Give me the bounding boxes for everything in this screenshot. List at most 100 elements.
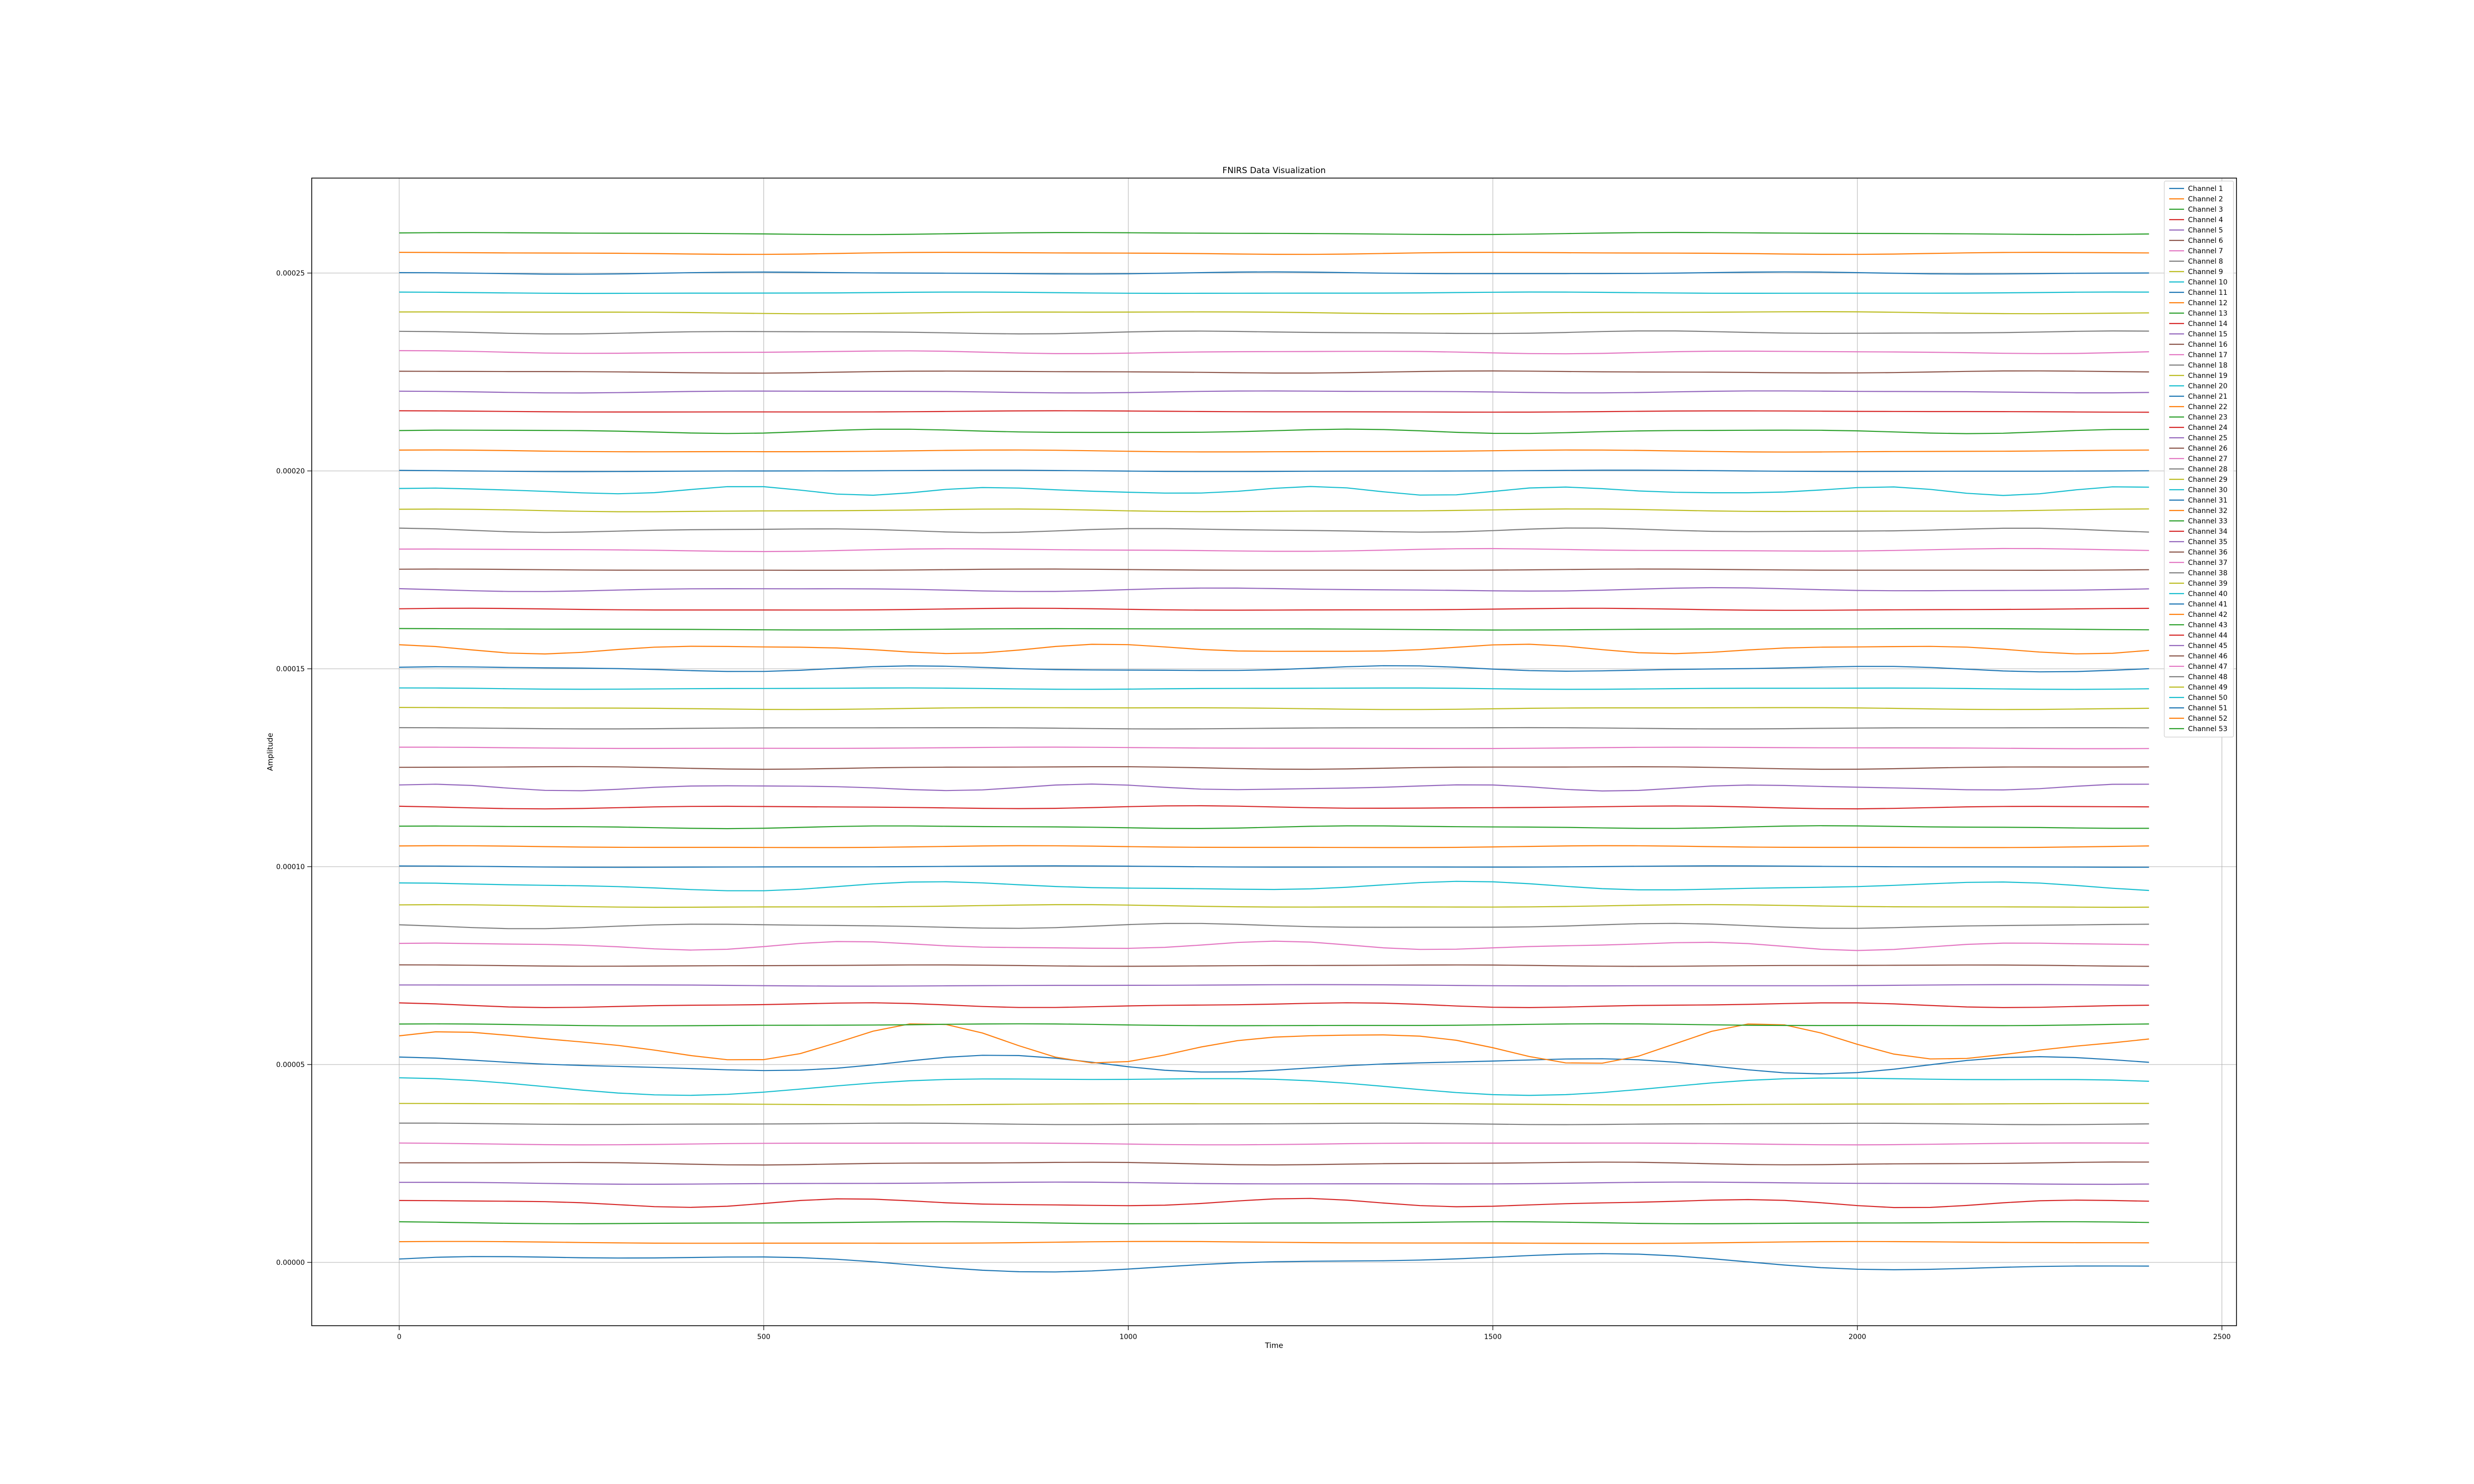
legend-label: Channel 30 bbox=[2188, 486, 2228, 494]
legend-item-channel-33: Channel 33 bbox=[2169, 517, 2228, 525]
legend-item-channel-18: Channel 18 bbox=[2169, 362, 2228, 370]
series-line-channel-41 bbox=[399, 469, 2149, 472]
legend-label: Channel 18 bbox=[2188, 362, 2228, 370]
series-line-channel-3 bbox=[399, 1221, 2149, 1224]
legend-item-channel-29: Channel 29 bbox=[2169, 476, 2228, 484]
legend-item-channel-9: Channel 9 bbox=[2169, 268, 2223, 276]
legend-label: Channel 9 bbox=[2188, 268, 2223, 276]
legend-label: Channel 32 bbox=[2188, 507, 2228, 515]
x-tick-label: 500 bbox=[757, 1333, 770, 1341]
legend-label: Channel 36 bbox=[2188, 549, 2228, 556]
series-line-channel-39 bbox=[399, 508, 2149, 512]
x-axis-label: Time bbox=[1265, 1341, 1284, 1350]
legend-item-channel-32: Channel 32 bbox=[2169, 507, 2228, 515]
series-line-channel-23 bbox=[399, 825, 2149, 830]
x-tick-label: 2000 bbox=[1849, 1333, 1866, 1341]
legend-item-channel-3: Channel 3 bbox=[2169, 206, 2223, 214]
legend-item-channel-50: Channel 50 bbox=[2169, 694, 2228, 702]
legend-item-channel-36: Channel 36 bbox=[2169, 549, 2228, 556]
series-line-channel-10 bbox=[399, 1077, 2149, 1096]
x-tick-label: 1000 bbox=[1119, 1333, 1137, 1341]
legend-label: Channel 42 bbox=[2188, 611, 2228, 619]
legend-label: Channel 33 bbox=[2188, 517, 2228, 525]
series-line-channel-21 bbox=[399, 865, 2149, 868]
legend-label: Channel 20 bbox=[2188, 382, 2228, 390]
legend-item-channel-1: Channel 1 bbox=[2169, 185, 2223, 193]
legend-label: Channel 19 bbox=[2188, 372, 2228, 380]
series-line-channel-7 bbox=[399, 1142, 2149, 1146]
legend-label: Channel 5 bbox=[2188, 227, 2223, 234]
x-axis-ticks: 0 500 1000 1500 2000 2500 bbox=[397, 1326, 2231, 1341]
legend-item-channel-26: Channel 26 bbox=[2169, 445, 2228, 453]
series-line-channel-8 bbox=[399, 1122, 2149, 1125]
series-line-channel-52 bbox=[399, 252, 2149, 255]
legend-item-channel-34: Channel 34 bbox=[2169, 528, 2228, 536]
legend-label: Channel 49 bbox=[2188, 684, 2228, 692]
x-tick-label: 2500 bbox=[2213, 1333, 2231, 1341]
x-tick-label: 0 bbox=[397, 1333, 401, 1341]
series-line-channel-38 bbox=[399, 527, 2149, 533]
legend-label: Channel 37 bbox=[2188, 559, 2228, 567]
legend-label: Channel 17 bbox=[2188, 351, 2228, 359]
series-line-channel-17 bbox=[399, 940, 2149, 951]
series-line-channel-50 bbox=[399, 291, 2149, 294]
series-line-channel-6 bbox=[399, 1161, 2149, 1166]
series-line-channel-5 bbox=[399, 1181, 2149, 1185]
legend-item-channel-17: Channel 17 bbox=[2169, 351, 2228, 359]
legend-item-channel-39: Channel 39 bbox=[2169, 580, 2228, 588]
legend-label: Channel 27 bbox=[2188, 455, 2228, 463]
legend-label: Channel 8 bbox=[2188, 258, 2223, 266]
legend-item-channel-6: Channel 6 bbox=[2169, 237, 2223, 245]
series-line-channel-16 bbox=[399, 964, 2149, 967]
series-line-channel-32 bbox=[399, 644, 2149, 655]
legend-item-channel-38: Channel 38 bbox=[2169, 569, 2228, 577]
legend-label: Channel 12 bbox=[2188, 299, 2228, 307]
legend-item-channel-23: Channel 23 bbox=[2169, 414, 2228, 421]
legend-label: Channel 34 bbox=[2188, 528, 2228, 536]
legend-label: Channel 38 bbox=[2188, 569, 2228, 577]
series-line-channel-18 bbox=[399, 923, 2149, 929]
series-line-channel-31 bbox=[399, 665, 2149, 673]
legend-item-channel-42: Channel 42 bbox=[2169, 611, 2228, 619]
legend-label: Channel 41 bbox=[2188, 601, 2228, 608]
series-line-channel-51 bbox=[399, 271, 2149, 275]
series-line-channel-36 bbox=[399, 568, 2149, 571]
series-line-channel-44 bbox=[399, 410, 2149, 413]
legend-items: Channel 1 Channel 2 Channel 3 Channel 4 Chan… bbox=[2169, 185, 2228, 733]
legend-item-channel-14: Channel 14 bbox=[2169, 320, 2228, 328]
legend-label: Channel 15 bbox=[2188, 330, 2228, 338]
legend-label: Channel 4 bbox=[2188, 216, 2223, 224]
legend-label: Channel 29 bbox=[2188, 476, 2228, 484]
y-tick-label: 0.00020 bbox=[276, 467, 305, 475]
legend-label: Channel 24 bbox=[2188, 424, 2228, 432]
series-line-channel-20 bbox=[399, 881, 2149, 891]
y-tick-label: 0.00015 bbox=[276, 665, 305, 673]
legend-item-channel-28: Channel 28 bbox=[2169, 465, 2228, 473]
plot-frame bbox=[311, 178, 2237, 1326]
legend-label: Channel 1 bbox=[2188, 185, 2223, 193]
legend-label: Channel 14 bbox=[2188, 320, 2228, 328]
legend-item-channel-4: Channel 4 bbox=[2169, 216, 2223, 224]
y-tick-label: 0.00005 bbox=[276, 1061, 305, 1069]
legend-item-channel-51: Channel 51 bbox=[2169, 704, 2228, 712]
series-line-channel-42 bbox=[399, 449, 2149, 453]
legend-item-channel-46: Channel 46 bbox=[2169, 652, 2228, 660]
legend-label: Channel 23 bbox=[2188, 414, 2228, 421]
legend-item-channel-31: Channel 31 bbox=[2169, 497, 2228, 505]
series-line-channel-2 bbox=[399, 1241, 2149, 1244]
series-line-channel-35 bbox=[399, 587, 2149, 592]
legend: Channel 1 Channel 2 Channel 3 Channel 4 Chan… bbox=[2164, 181, 2234, 738]
legend-item-channel-45: Channel 45 bbox=[2169, 642, 2228, 650]
legend-item-channel-19: Channel 19 bbox=[2169, 372, 2228, 380]
series-line-channel-26 bbox=[399, 766, 2149, 770]
legend-label: Channel 22 bbox=[2188, 403, 2228, 411]
series-line-channel-4 bbox=[399, 1198, 2149, 1208]
series-line-channel-47 bbox=[399, 350, 2149, 355]
legend-label: Channel 47 bbox=[2188, 663, 2228, 671]
series-line-channel-9 bbox=[399, 1103, 2149, 1106]
series-line-channel-43 bbox=[399, 428, 2149, 434]
legend-label: Channel 25 bbox=[2188, 434, 2228, 442]
legend-label: Channel 6 bbox=[2188, 237, 2223, 245]
series-line-channel-25 bbox=[399, 783, 2149, 792]
